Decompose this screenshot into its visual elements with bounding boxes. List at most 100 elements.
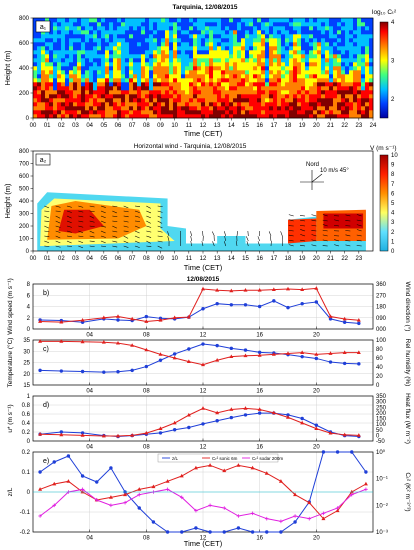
a1-heat-cell [365, 82, 370, 87]
a1-heat-cell [161, 26, 166, 31]
d-series-1-point [201, 406, 205, 410]
a1-heat-cell [205, 86, 210, 91]
a1-heat-cell [321, 114, 326, 119]
a2-wind-arrow [236, 231, 238, 237]
a1-heat-cell [129, 94, 134, 99]
a1-heat-cell [269, 102, 274, 107]
a1-heat-cell [237, 54, 242, 59]
a1-heat-cell [133, 110, 138, 115]
a1-heat-cell [293, 26, 298, 31]
a2-wind-arrow [311, 230, 317, 232]
d-series-1-line [40, 407, 359, 437]
a1-heat-cell [41, 18, 46, 23]
a1-heat-cell [189, 86, 194, 91]
a1-heat-cell [357, 90, 362, 95]
a1-heat-cell [305, 30, 310, 35]
a1-heat-cell [221, 62, 226, 67]
a1-heat-cell [161, 38, 166, 43]
a1-heat-cell [129, 106, 134, 111]
a1-heat-cell [245, 110, 250, 115]
a1-heat-cell [237, 90, 242, 95]
a1-heat-cell [237, 82, 242, 87]
a1-heat-cell [153, 46, 158, 51]
a1-heat-cell [197, 114, 202, 119]
a1-heat-cell [169, 66, 174, 71]
a2-wind-arrow [100, 240, 106, 244]
a1-heat-cell [101, 70, 106, 75]
a1-heat-cell [301, 26, 306, 31]
a1-heat-cell [325, 38, 330, 43]
a1-heat-cell [349, 114, 354, 119]
a1-heat-cell [309, 70, 314, 75]
a1-heat-cell [133, 86, 138, 91]
a1-heat-cell [129, 38, 134, 43]
a1-heat-cell [201, 98, 206, 103]
a1-x-tick-label: 17 [270, 123, 277, 129]
a1-heat-cell [305, 62, 310, 67]
b-series-1-point [186, 314, 191, 319]
a1-heat-cell [37, 94, 42, 99]
a1-heat-cell [153, 114, 158, 119]
a1-heat-cell [93, 110, 98, 115]
a1-heat-cell [333, 86, 338, 91]
a1-heat-cell [333, 26, 338, 31]
a1-x-tick-label: 10 [171, 123, 178, 129]
a2-wind-arrow [55, 245, 61, 248]
c-series-1-point [59, 339, 64, 343]
a1-heat-cell [89, 22, 94, 27]
a1-heat-cell [217, 70, 222, 75]
a1-heat-cell [45, 102, 50, 107]
a1-heat-cell [109, 18, 114, 23]
a1-heat-cell [141, 106, 146, 111]
a1-heat-cell [73, 30, 78, 35]
a1-heat-cell [105, 78, 110, 83]
a1-heat-cell [257, 42, 262, 47]
a1-heat-cell [169, 42, 174, 47]
a1-heat-cell [109, 70, 114, 75]
c-x-tick-label: 04 [86, 389, 93, 395]
a1-heat-cell [313, 18, 318, 23]
a1-heat-cell [129, 46, 134, 51]
a1-heat-cell [57, 90, 62, 95]
a2-wind-arrow [288, 214, 294, 217]
d-right-tick-label: 200 [376, 411, 387, 417]
a1-heat-cell [341, 106, 346, 111]
a1-heat-cell [85, 50, 90, 55]
a1-heat-cell [193, 50, 198, 55]
a1-heat-cell [225, 102, 230, 107]
d-series-1-point [186, 412, 191, 417]
a1-heat-cell [145, 78, 150, 83]
a2-wind-arrow [356, 219, 362, 222]
a1-heat-cell [177, 26, 182, 31]
a1-heat-cell [37, 62, 42, 67]
a1-heat-cell [261, 22, 266, 27]
a1-heat-cell [89, 102, 94, 107]
a1-heat-cell [137, 34, 142, 39]
a1-heat-cell [253, 66, 258, 71]
a1-heat-cell [345, 34, 350, 39]
a1-heat-cell [309, 58, 314, 63]
a1-heat-cell [253, 106, 258, 111]
a1-heat-cell [217, 82, 222, 87]
a1-heat-cell [197, 18, 202, 23]
a1-heat-cell [229, 74, 234, 79]
a1-heat-cell [205, 42, 210, 47]
a1-heat-cell [57, 18, 62, 23]
a1-heat-cell [277, 42, 282, 47]
a2-colorbar-tick-label: 3 [391, 220, 395, 226]
d-series-0-point [229, 415, 234, 420]
a1-heat-cell [325, 102, 330, 107]
a1-heat-cell [289, 50, 294, 55]
a1-heat-cell [289, 66, 294, 71]
a1-colorbar-tick-label: 3 [391, 58, 395, 64]
a1-heat-cell [253, 42, 258, 47]
a1-heat-cell [177, 86, 182, 91]
a1-heat-cell [277, 74, 282, 79]
a1-heat-cell [145, 46, 150, 51]
a1-heat-cell [81, 82, 86, 87]
a1-heat-cell [89, 70, 94, 75]
b-series-1-point [229, 288, 234, 293]
a1-heat-cell [129, 66, 134, 71]
a1-heat-cell [153, 86, 158, 91]
a1-heat-cell [357, 50, 362, 55]
